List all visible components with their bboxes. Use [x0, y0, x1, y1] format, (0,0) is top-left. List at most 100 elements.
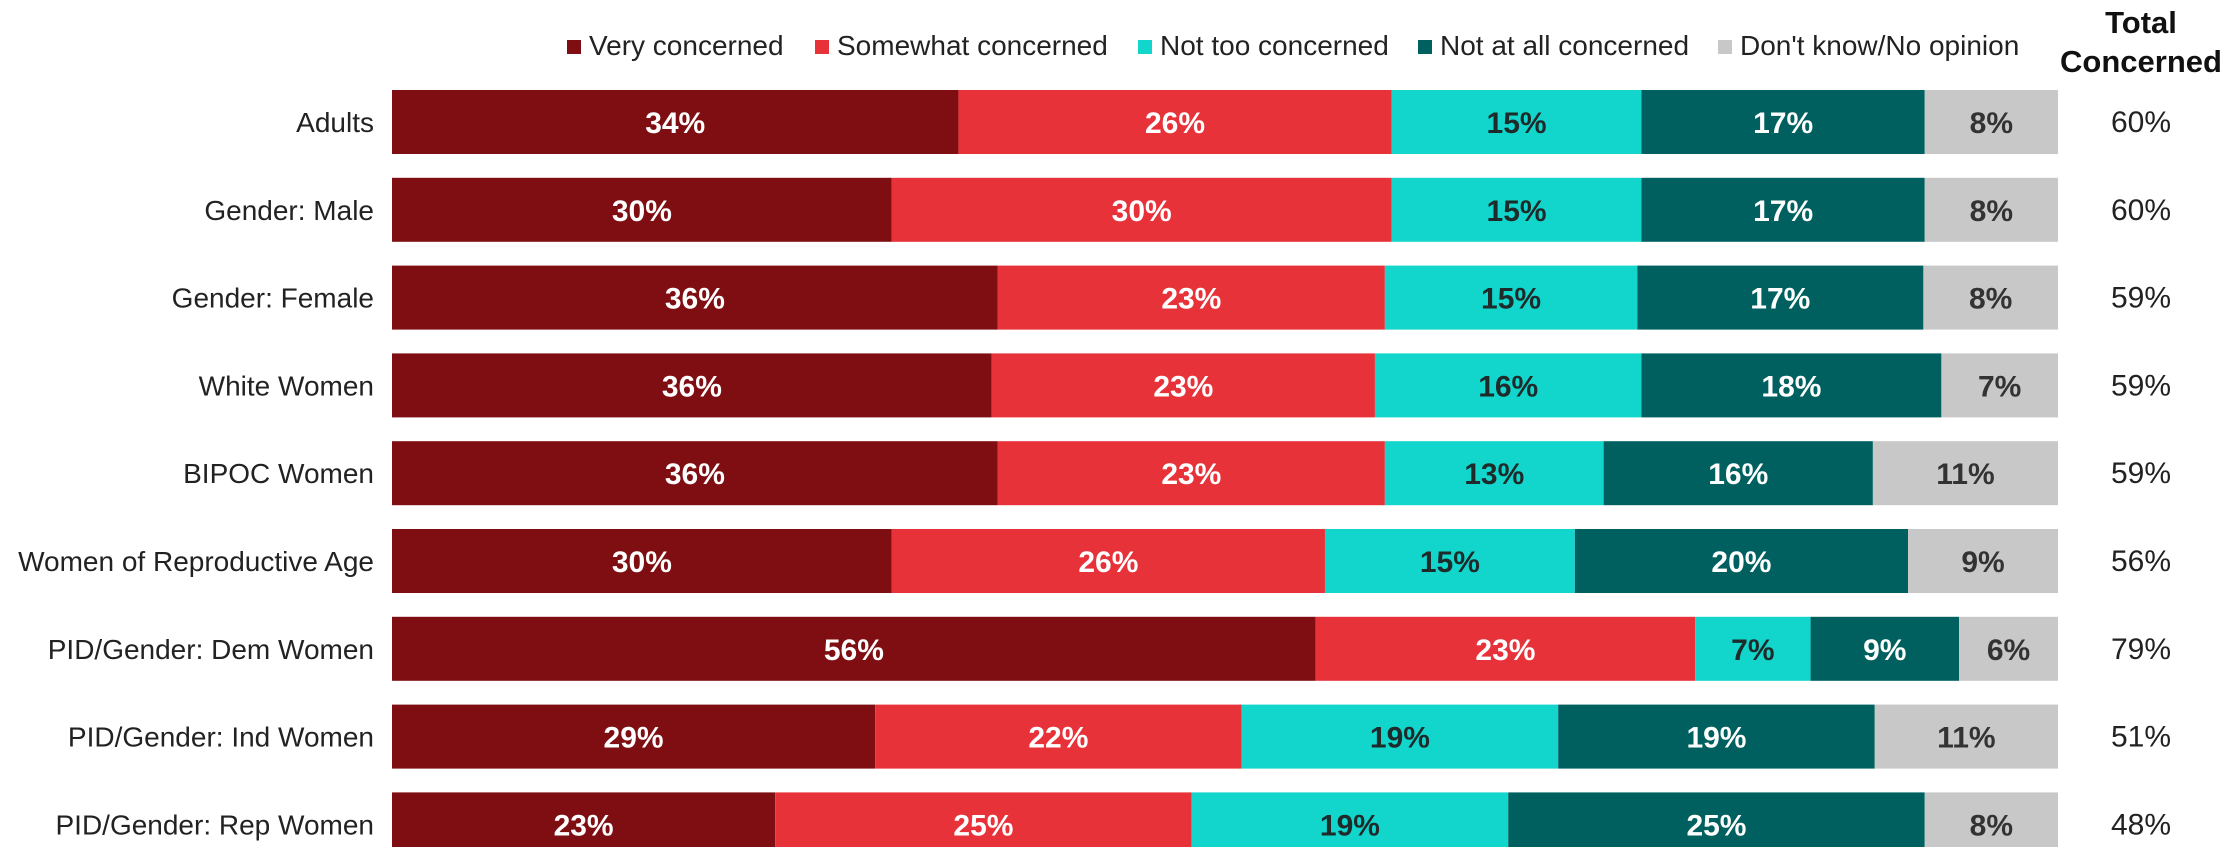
- legend-swatch: [1418, 40, 1432, 54]
- bar-segment-somewhat-concerned: [958, 90, 1392, 154]
- bar-segment-don-t-know-no-opinion: [1872, 441, 2058, 506]
- bar-value-label: 7%: [1978, 370, 2021, 403]
- bar-segment-somewhat-concerned: [997, 441, 1385, 506]
- total-concerned-value: 59%: [2111, 282, 2171, 315]
- bar-segment-very-concerned: [392, 529, 892, 593]
- legend-item-not-at-all-concerned: Not at all concerned: [1418, 30, 1689, 61]
- bar-segment-don-t-know-no-opinion: [1924, 90, 2058, 154]
- category-label: Women of Reproductive Age: [18, 546, 374, 577]
- bar-value-label: 7%: [1731, 634, 1774, 667]
- bar-segment-don-t-know-no-opinion: [1941, 353, 2058, 418]
- bar-segment-somewhat-concerned: [891, 529, 1325, 593]
- bar-segment-not-too-concerned: [1695, 616, 1811, 681]
- total-concerned-value: 60%: [2111, 106, 2171, 139]
- bar-value-label: 23%: [1153, 370, 1213, 403]
- bar-segment-don-t-know-no-opinion: [1874, 704, 2058, 769]
- bar-segment-not-too-concerned: [1391, 177, 1642, 242]
- bar-value-label: 11%: [1936, 458, 1994, 491]
- legend-label: Very concerned: [589, 30, 784, 61]
- bar-value-label: 30%: [612, 546, 672, 579]
- bar-value-label: 26%: [1078, 546, 1138, 579]
- legend-swatch: [1138, 40, 1152, 54]
- bar-value-label: 30%: [612, 195, 672, 228]
- bar-segment-don-t-know-no-opinion: [1959, 616, 2058, 681]
- bar-segment-not-too-concerned: [1374, 353, 1642, 418]
- bar-segment-very-concerned: [392, 792, 776, 852]
- category-label: Gender: Female: [172, 283, 374, 314]
- bar-value-label: 15%: [1487, 107, 1547, 140]
- bar-segment-not-too-concerned: [1324, 529, 1575, 593]
- bar-segment-very-concerned: [392, 177, 892, 242]
- total-concerned-header: Total Concerned: [2060, 5, 2222, 79]
- bar-value-label: 17%: [1753, 195, 1813, 228]
- bar-segment-don-t-know-no-opinion: [1924, 792, 2058, 852]
- legend-item-not-too-concerned: Not too concerned: [1138, 30, 1389, 61]
- total-concerned-value: 79%: [2111, 633, 2171, 666]
- bar-segment-very-concerned: [392, 441, 998, 506]
- total-header-line: Total: [2105, 5, 2177, 40]
- bar-segment-very-concerned: [392, 616, 1316, 681]
- bar-row-adults: 34% 26% 15% 17% 8%: [392, 90, 2058, 154]
- bar-segment-not-at-all-concerned: [1810, 616, 1960, 681]
- category-label: BIPOC Women: [183, 458, 374, 489]
- bar-value-label: 56%: [824, 634, 884, 667]
- bar-segment-not-at-all-concerned: [1603, 441, 1873, 506]
- bar-segment-not-too-concerned: [1191, 792, 1509, 852]
- legend-swatch: [567, 40, 581, 54]
- total-concerned-value: 51%: [2111, 721, 2171, 754]
- bar-value-label: 23%: [1161, 283, 1221, 316]
- bar-row-gender-male: 30% 30% 15% 17% 8%: [392, 177, 2058, 242]
- bar-value-label: 11%: [1937, 722, 1995, 755]
- legend-swatch: [815, 40, 829, 54]
- bar-value-label: 19%: [1320, 809, 1380, 842]
- bar-value-label: 6%: [1987, 634, 2030, 667]
- bar-segment-very-concerned: [392, 265, 998, 330]
- bar-segment-somewhat-concerned: [775, 792, 1192, 852]
- bar-value-label: 30%: [1112, 195, 1172, 228]
- bar-segment-not-at-all-concerned: [1574, 529, 1909, 593]
- legend-swatch: [1718, 40, 1732, 54]
- category-label: PID/Gender: Dem Women: [48, 634, 374, 665]
- bar-row-pid-gender-dem-women: 56% 23% 7% 9% 6%: [392, 616, 2058, 681]
- bar-segment-not-at-all-concerned: [1558, 704, 1875, 769]
- category-label: PID/Gender: Ind Women: [68, 722, 374, 753]
- bar-segment-very-concerned: [392, 704, 876, 769]
- legend-item-don-t-know-no-opinion: Don't know/No opinion: [1718, 30, 2019, 61]
- bar-value-label: 19%: [1370, 722, 1430, 755]
- bar-value-label: 17%: [1753, 107, 1813, 140]
- bar-value-label: 8%: [1970, 195, 2013, 228]
- bar-segment-don-t-know-no-opinion: [1924, 177, 2058, 242]
- bar-segment-not-too-concerned: [1384, 265, 1638, 330]
- bar-segment-not-at-all-concerned: [1641, 353, 1942, 418]
- bar-value-label: 36%: [662, 370, 722, 403]
- bar-value-label: 15%: [1487, 195, 1547, 228]
- bar-segment-somewhat-concerned: [875, 704, 1242, 769]
- bar-segment-not-too-concerned: [1384, 441, 1604, 506]
- bar-segment-not-at-all-concerned: [1508, 792, 1925, 852]
- total-concerned-value: 59%: [2111, 457, 2171, 490]
- bar-row-pid-gender-ind-women: 29% 22% 19% 19% 11%: [392, 704, 2058, 769]
- bar-value-label: 16%: [1708, 458, 1768, 491]
- legend-item-somewhat-concerned: Somewhat concerned: [815, 30, 1108, 61]
- bar-value-label: 15%: [1420, 546, 1480, 579]
- bar-value-label: 34%: [645, 107, 705, 140]
- bar-value-label: 17%: [1750, 283, 1810, 316]
- bar-segment-somewhat-concerned: [891, 177, 1392, 242]
- legend-label: Not too concerned: [1160, 30, 1389, 61]
- bar-segment-not-too-concerned: [1391, 90, 1642, 154]
- bar-value-label: 15%: [1481, 283, 1541, 316]
- bar-value-label: 13%: [1464, 458, 1524, 491]
- bar-value-label: 16%: [1478, 370, 1538, 403]
- bar-row-white-women: 36% 23% 16% 18% 7%: [392, 353, 2058, 418]
- bar-segment-somewhat-concerned: [997, 265, 1385, 330]
- bar-value-label: 36%: [665, 283, 725, 316]
- bar-value-label: 22%: [1028, 722, 1088, 755]
- bar-value-label: 19%: [1686, 722, 1746, 755]
- category-label: PID/Gender: Rep Women: [55, 809, 374, 840]
- bar-value-label: 23%: [1475, 634, 1535, 667]
- bar-row-pid-gender-rep-women: 23% 25% 19% 25% 8%: [392, 792, 2058, 852]
- bar-row-bipoc-women: 36% 23% 13% 16% 11%: [392, 441, 2058, 506]
- total-concerned-value: 59%: [2111, 369, 2171, 402]
- legend-item-very-concerned: Very concerned: [567, 30, 784, 61]
